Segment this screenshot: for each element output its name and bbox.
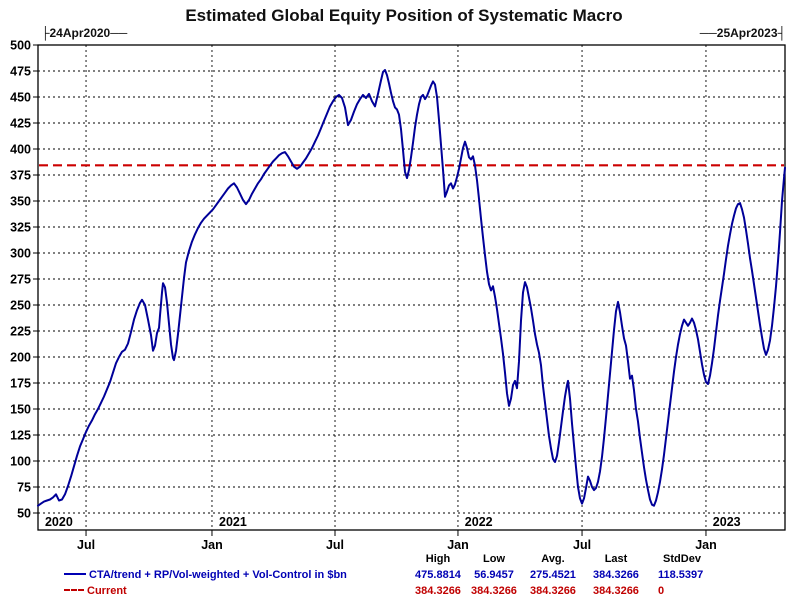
year-labels: 2020 2021 2022 2023 — [45, 515, 741, 529]
series-high-value: 475.8814 — [415, 569, 461, 581]
legend-header-row: High Low Avg. Last StdDev — [0, 551, 808, 567]
current-high-value: 384.3266 — [415, 585, 461, 597]
y-tick-label: 50 — [17, 507, 31, 521]
legend-table: High Low Avg. Last StdDev CTA/trend + RP… — [0, 551, 808, 599]
y-axis-labels: 500 475 450 425 400 375 350 325 300 275 250 225 200 1… — [10, 39, 38, 521]
current-name-cell: Current — [0, 583, 410, 599]
current-low-value: 384.3266 — [471, 585, 517, 597]
legend-header-stddev: StdDev — [663, 553, 701, 565]
legend-header-low: Low — [483, 553, 505, 565]
date-range-start-marker: ├24Apr2020── — [41, 26, 128, 40]
y-tick-label: 250 — [10, 299, 31, 313]
x-tick-label: Jan — [447, 538, 469, 551]
current-stddev-value: 0 — [658, 585, 665, 597]
series-low-value: 56.9457 — [474, 569, 514, 581]
plot-border — [37, 44, 786, 531]
series-label: CTA/trend + RP/Vol-weighted + Vol-Contro… — [89, 569, 347, 581]
x-tick-label: Jul — [77, 538, 95, 551]
legend-current-row: Current 384.3266 384.3266 384.3266 384.3… — [0, 583, 808, 599]
y-tick-label: 400 — [10, 143, 31, 157]
series-last-value: 384.3266 — [593, 569, 639, 581]
series-line-swatch-icon — [64, 572, 86, 575]
plot-area: 2020 2021 2022 2023 500 475 450 425 400 375 350 325… — [10, 39, 786, 551]
year-label: 2022 — [465, 515, 493, 529]
year-label: 2023 — [713, 515, 741, 529]
date-range-end-marker: ──25Apr2023┤ — [699, 26, 786, 40]
legend-header-high: High — [425, 553, 451, 565]
y-tick-label: 100 — [10, 455, 31, 469]
y-tick-label: 350 — [10, 195, 31, 209]
y-tick-label: 475 — [10, 65, 31, 79]
y-tick-label: 75 — [17, 481, 31, 495]
y-tick-label: 150 — [10, 403, 31, 417]
y-tick-label: 200 — [10, 351, 31, 365]
legend-header-last: Last — [604, 553, 628, 565]
year-label: 2020 — [45, 515, 73, 529]
current-last-value: 384.3266 — [593, 585, 639, 597]
y-tick-label: 300 — [10, 247, 31, 261]
gridlines — [38, 45, 785, 530]
chart-title: Estimated Global Equity Position of Syst… — [185, 6, 623, 25]
x-tick-label: Jan — [201, 538, 223, 551]
y-tick-label: 275 — [10, 273, 31, 287]
legend-header-avg: Avg. — [541, 553, 565, 565]
series-avg-value: 275.4521 — [530, 569, 576, 581]
current-avg-value: 384.3266 — [530, 585, 576, 597]
legend-series-row: CTA/trend + RP/Vol-weighted + Vol-Contro… — [0, 567, 808, 583]
y-tick-label: 225 — [10, 325, 31, 339]
x-tick-label: Jul — [326, 538, 344, 551]
y-tick-label: 500 — [10, 39, 31, 53]
current-dashed-swatch-icon — [64, 588, 84, 591]
y-tick-label: 125 — [10, 429, 31, 443]
y-tick-label: 375 — [10, 169, 31, 183]
x-tick-label: Jul — [573, 538, 591, 551]
y-tick-label: 450 — [10, 91, 31, 105]
y-tick-label: 175 — [10, 377, 31, 391]
year-label: 2021 — [219, 515, 247, 529]
y-tick-label: 425 — [10, 117, 31, 131]
series-stddev-value: 118.5397 — [658, 569, 704, 581]
series-name-cell: CTA/trend + RP/Vol-weighted + Vol-Contro… — [0, 567, 410, 583]
legend-header-spacer — [0, 551, 410, 567]
y-tick-label: 325 — [10, 221, 31, 235]
series-line — [37, 69, 786, 507]
x-tick-label: Jan — [695, 538, 717, 551]
current-label: Current — [87, 585, 127, 597]
x-axis-labels: Jul Jan Jul Jan Jul Jan — [77, 530, 717, 551]
